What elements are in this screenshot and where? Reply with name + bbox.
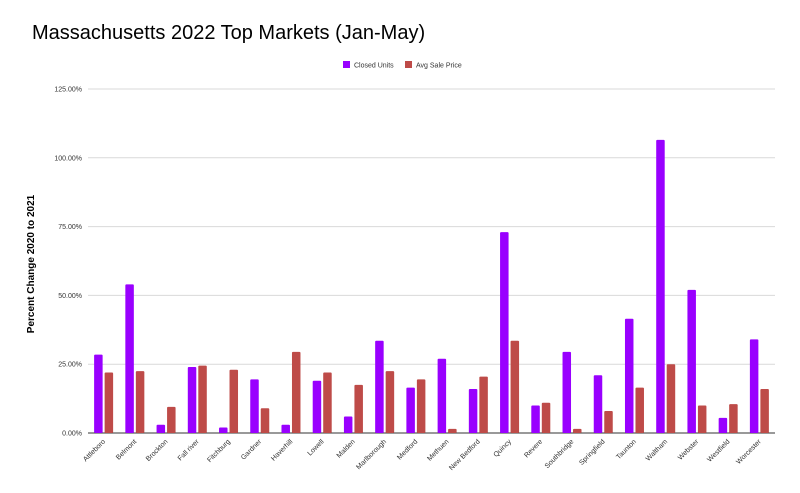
bar-avg-sale-price	[198, 365, 207, 433]
bar-avg-sale-price	[635, 387, 644, 433]
bar-closed-units	[125, 284, 134, 433]
bar-avg-sale-price	[697, 405, 707, 433]
x-tick-label: Quincy	[493, 438, 514, 459]
x-tick-label: Fitchburg	[206, 438, 232, 464]
bar-closed-units	[250, 379, 259, 433]
bar-avg-sale-price	[510, 340, 520, 433]
y-tick-label: 0.00%	[62, 431, 82, 438]
bar-avg-sale-price	[135, 371, 145, 433]
y-tick-label: 50.00%	[58, 293, 82, 300]
x-tick-label: Gardner	[240, 438, 264, 462]
bar-closed-units	[624, 318, 634, 433]
bar-closed-units	[406, 387, 415, 433]
bar-closed-units	[749, 339, 759, 433]
legend-label: Avg Sale Price	[416, 63, 462, 70]
bar-closed-units	[94, 354, 103, 433]
legend-swatch	[405, 61, 412, 68]
bar-avg-sale-price	[385, 371, 395, 433]
bar-avg-sale-price	[760, 388, 769, 433]
bar-closed-units	[187, 366, 197, 433]
bar-avg-sale-price	[260, 408, 270, 433]
x-tick-label: New Bedford	[448, 438, 482, 472]
x-tick-label: Methuen	[426, 438, 450, 462]
y-tick-label: 100.00%	[54, 155, 82, 162]
bar-avg-sale-price	[573, 428, 582, 433]
bars	[94, 139, 769, 434]
bar-closed-units	[531, 405, 540, 433]
bar-closed-units	[281, 424, 290, 433]
x-tick-label: Medford	[396, 438, 419, 461]
bar-closed-units	[156, 424, 166, 433]
bar-avg-sale-price	[729, 404, 738, 433]
legend: Closed Units Avg Sale Price	[343, 61, 462, 70]
bar-avg-sale-price	[167, 406, 176, 433]
x-tick-label: Marlborough	[355, 438, 388, 471]
y-tick-label: 25.00%	[58, 362, 82, 369]
bar-closed-units	[718, 417, 728, 433]
y-axis-ticks: 0.00% 25.00% 50.00% 75.00% 100.00% 125.00%	[54, 87, 82, 438]
bar-avg-sale-price	[229, 369, 239, 433]
x-tick-label: Webster	[677, 438, 701, 462]
x-tick-label: Southbridge	[544, 438, 576, 470]
legend-swatch	[343, 61, 350, 68]
x-tick-label: Waltham	[645, 438, 669, 462]
bar-closed-units	[468, 388, 478, 433]
chart-title: Massachusetts 2022 Top Markets (Jan-May)	[32, 22, 426, 44]
y-axis-label: Percent Change 2020 to 2021	[26, 194, 37, 333]
legend-label: Closed Units	[354, 63, 394, 70]
bar-closed-units	[656, 139, 665, 434]
x-tick-label: Revere	[523, 438, 544, 459]
x-axis-ticks: Attleboro Belmont Brockton Fall river Fitchb…	[82, 438, 763, 472]
bar-avg-sale-price	[666, 364, 676, 433]
bar-closed-units	[343, 416, 353, 433]
bar-closed-units	[437, 358, 447, 433]
x-tick-label: Brockton	[145, 438, 170, 463]
x-tick-label: Worcester	[735, 438, 763, 466]
x-tick-label: Belmont	[115, 438, 138, 461]
x-tick-label: Malden	[336, 438, 357, 459]
x-tick-label: Taunton	[615, 438, 638, 461]
bar-avg-sale-price	[291, 351, 301, 433]
bar-avg-sale-price	[104, 372, 114, 433]
bar-avg-sale-price	[354, 384, 363, 433]
bar-avg-sale-price	[448, 428, 457, 433]
x-tick-label: Lowell	[307, 438, 326, 457]
bar-avg-sale-price	[541, 402, 551, 433]
bar-closed-units	[500, 232, 509, 433]
bar-closed-units	[219, 427, 228, 433]
bar-avg-sale-price	[416, 379, 426, 433]
bar-closed-units	[687, 289, 696, 433]
y-tick-label: 75.00%	[58, 224, 82, 231]
bar-avg-sale-price	[604, 410, 613, 433]
bar-closed-units	[312, 380, 322, 433]
x-tick-label: Springfield	[578, 438, 606, 466]
bar-avg-sale-price	[479, 376, 488, 433]
bar-closed-units	[593, 375, 603, 433]
x-tick-label: Haverhill	[270, 438, 295, 463]
x-tick-label: Westfield	[706, 438, 731, 463]
x-tick-label: Fall river	[177, 438, 201, 462]
bar-closed-units	[562, 351, 572, 433]
bar-closed-units	[375, 340, 384, 433]
bar-avg-sale-price	[323, 372, 332, 433]
y-tick-label: 125.00%	[54, 87, 82, 94]
x-tick-label: Attleboro	[82, 438, 107, 463]
